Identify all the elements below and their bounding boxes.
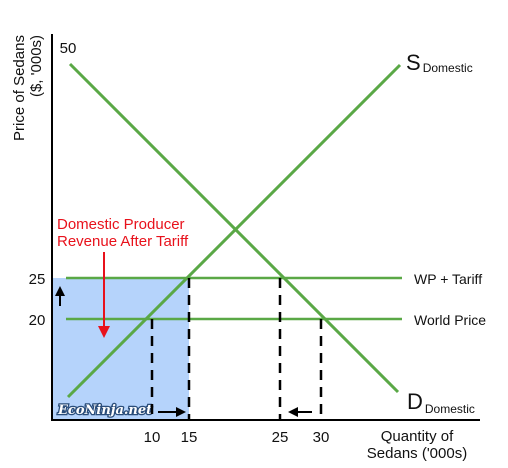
supply-curve-label: S Domestic — [406, 50, 473, 75]
y-axis-title-line2: ($, '000s) — [28, 35, 45, 97]
y-tick-50: 50 — [60, 40, 77, 57]
right-arrow-icon — [158, 407, 186, 417]
x-axis-title-line2: Sedans ('000s) — [367, 445, 467, 462]
x-tick-10: 10 — [144, 429, 161, 446]
supply-curve — [66, 63, 402, 399]
demand-curve — [68, 62, 400, 394]
x-axis-title-line1: Quantity of — [381, 428, 454, 445]
annotation-line2: Revenue After Tariff — [57, 233, 189, 250]
x-tick-30: 30 — [313, 429, 330, 446]
annotation-line1: Domestic Producer — [57, 216, 185, 233]
x-tick-25: 25 — [272, 429, 289, 446]
econinja-watermark: EcoNinja.net — [57, 403, 152, 418]
up-arrow-icon — [55, 286, 65, 306]
left-arrow-icon — [288, 407, 312, 417]
demand-label-main: D — [407, 389, 423, 414]
tariff-line-label: WP + Tariff — [414, 271, 482, 287]
supply-label-sub: Domestic — [423, 61, 473, 75]
y-axis-title-line1: Price of Sedans — [11, 35, 28, 141]
producer-revenue-area — [52, 278, 189, 420]
demand-curve-label: D Domestic — [407, 389, 475, 416]
demand-label-sub: Domestic — [425, 402, 475, 416]
y-axis-title: Price of Sedans ($, '000s) — [11, 35, 45, 141]
y-tick-25: 25 — [29, 271, 46, 288]
world-price-label: World Price — [414, 312, 486, 328]
x-tick-15: 15 — [181, 429, 198, 446]
red-down-arrow — [98, 252, 110, 338]
y-tick-20: 20 — [29, 312, 46, 329]
supply-label-main: S — [406, 50, 421, 75]
